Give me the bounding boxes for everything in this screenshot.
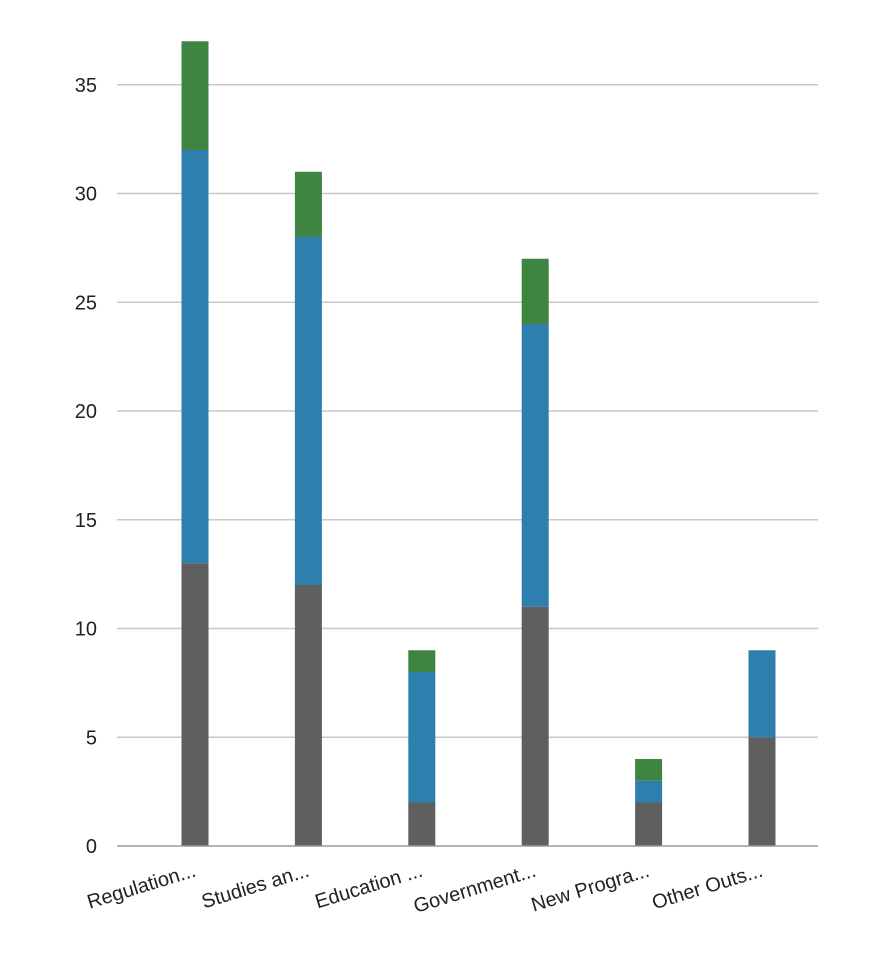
y-tick-label: 30	[75, 184, 97, 206]
bar-segment-3-1	[181, 41, 209, 150]
x-tick-label: New Progra...	[529, 860, 652, 917]
y-tick-label: 35	[75, 75, 97, 97]
x-tick-label: Other Outs...	[650, 860, 766, 915]
y-tick-label: 5	[86, 727, 97, 749]
bars	[181, 41, 776, 846]
grid-lines	[117, 84, 818, 738]
bar-segment-3-5	[635, 759, 663, 781]
bar-segment-3-2	[294, 171, 322, 237]
x-axis-tick-labels: Regulation... Studies an... Education ...G…	[85, 860, 766, 918]
y-tick-label: 15	[75, 510, 97, 532]
bar-segment-1-1	[181, 563, 209, 846]
bar-segment-2-1	[181, 150, 209, 564]
bar-segment-1-3	[408, 802, 436, 846]
bar-segment-2-6	[748, 650, 776, 738]
y-tick-label: 25	[75, 292, 97, 314]
x-tick-label: Education ...	[313, 860, 426, 914]
bar-segment-3-4	[521, 258, 549, 324]
bar-segment-2-2	[294, 237, 322, 585]
bar-segment-1-5	[635, 802, 663, 846]
bar-segment-3-3	[408, 650, 436, 672]
bar-segment-2-4	[521, 324, 549, 607]
x-tick-label: Regulation...	[85, 860, 199, 914]
bar-segment-1-6	[748, 737, 776, 846]
x-tick-label: Government...	[411, 860, 539, 918]
y-axis-tick-labels: 0 5 10 15 20 25 30 35	[75, 75, 97, 858]
bar-segment-2-3	[408, 672, 436, 803]
y-tick-label: 20	[75, 401, 97, 423]
bar-segment-1-2	[294, 585, 322, 846]
bar-segment-1-4	[521, 606, 549, 846]
y-tick-label: 0	[86, 836, 97, 858]
y-tick-label: 10	[75, 619, 97, 641]
bar-segment-2-5	[635, 780, 663, 803]
x-tick-label: Studies an...	[199, 860, 312, 914]
